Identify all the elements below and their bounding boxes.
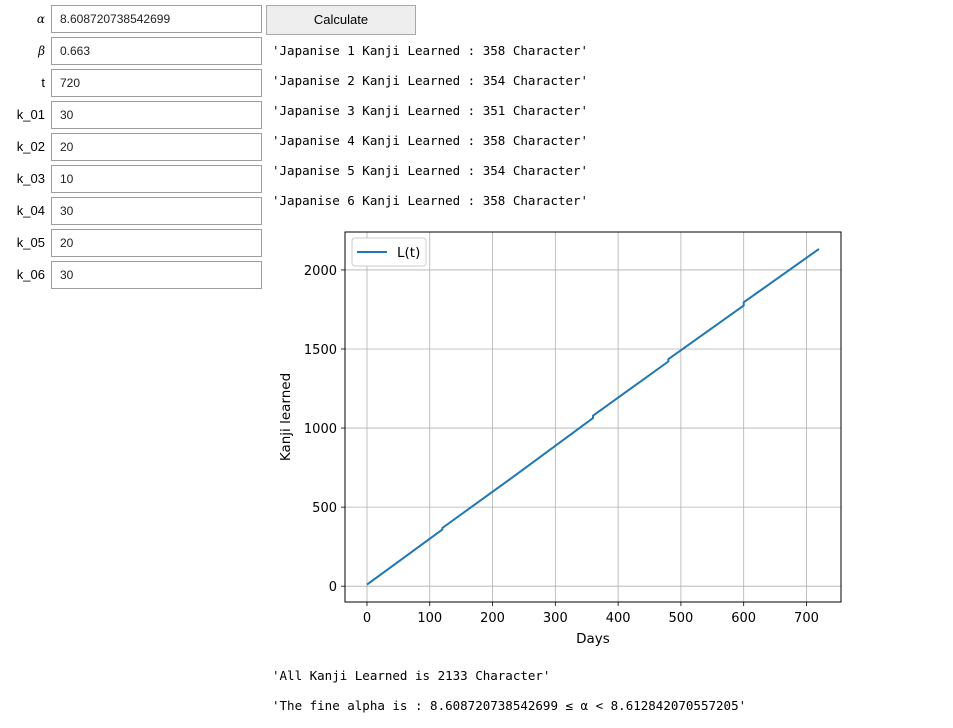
x-tick-label: 100 xyxy=(417,611,442,626)
y-tick-label: 1000 xyxy=(304,422,337,437)
param-input-3[interactable]: 30 xyxy=(51,101,262,129)
plot-frame xyxy=(344,231,842,603)
calculate-button[interactable]: Calculate xyxy=(266,5,416,35)
param-label-0: α xyxy=(36,12,45,26)
param-input-8[interactable]: 30 xyxy=(51,261,262,289)
y-tick-label: 2000 xyxy=(304,264,337,279)
level-result-5: 'Japanise 5 Kanji Learned : 354 Characte… xyxy=(272,163,589,178)
param-input-7[interactable]: 20 xyxy=(51,229,262,257)
y-axis-label: Kanji learned xyxy=(278,373,294,461)
param-label-3: k_01 xyxy=(16,107,45,122)
param-input-0[interactable]: 8.608720738542699 xyxy=(51,5,262,33)
x-tick-label: 700 xyxy=(794,611,819,626)
x-tick-label: 500 xyxy=(668,611,693,626)
param-input-2[interactable]: 720 xyxy=(51,69,262,97)
x-tick-label: 0 xyxy=(363,611,371,626)
param-label-7: k_05 xyxy=(16,235,45,250)
series-line-0 xyxy=(366,248,820,586)
param-input-1[interactable]: 0.663 xyxy=(51,37,262,65)
param-label-8: k_06 xyxy=(16,267,45,282)
level-result-1: 'Japanise 1 Kanji Learned : 358 Characte… xyxy=(272,43,589,58)
legend-box xyxy=(351,237,427,267)
param-label-5: k_03 xyxy=(16,171,45,186)
x-axis-label: Days xyxy=(576,631,610,647)
x-tick-label: 400 xyxy=(606,611,631,626)
param-input-4[interactable]: 20 xyxy=(51,133,262,161)
param-label-6: k_04 xyxy=(16,203,45,218)
x-tick-label: 300 xyxy=(543,611,568,626)
level-result-6: 'Japanise 6 Kanji Learned : 358 Characte… xyxy=(272,193,589,208)
y-tick-label: 500 xyxy=(312,501,337,516)
level-result-2: 'Japanise 2 Kanji Learned : 354 Characte… xyxy=(272,73,589,88)
legend-label: L(t) xyxy=(397,245,420,261)
param-label-1: β xyxy=(38,44,45,58)
param-input-6[interactable]: 30 xyxy=(51,197,262,225)
param-label-2: t xyxy=(41,75,45,90)
level-result-3: 'Japanise 3 Kanji Learned : 351 Characte… xyxy=(272,103,589,118)
param-label-4: k_02 xyxy=(16,139,45,154)
param-input-5[interactable]: 10 xyxy=(51,165,262,193)
level-result-4: 'Japanise 4 Kanji Learned : 358 Characte… xyxy=(272,133,589,148)
total-kanji-text: 'All Kanji Learned is 2133 Character' xyxy=(272,668,551,683)
alpha-range-text: 'The fine alpha is : 8.608720738542699 ≤… xyxy=(272,698,747,713)
x-tick-label: 600 xyxy=(731,611,756,626)
x-tick-label: 200 xyxy=(480,611,505,626)
y-tick-label: 1500 xyxy=(304,343,337,358)
y-tick-label: 0 xyxy=(329,580,337,595)
